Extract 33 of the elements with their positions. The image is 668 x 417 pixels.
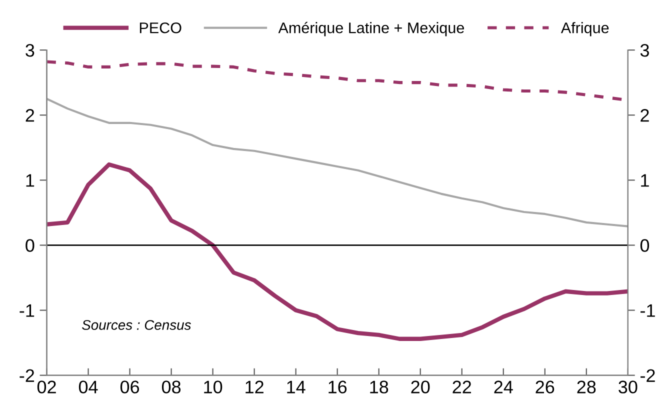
x-tick-label: 26 xyxy=(536,380,554,394)
legend-label: PECO xyxy=(140,22,182,34)
legend-label: Amérique Latine + Mexique xyxy=(278,22,464,36)
y2-tick-label: 0 xyxy=(640,239,650,252)
x-tick-label: 14 xyxy=(287,380,306,394)
y2-tick-label: 1 xyxy=(641,174,649,187)
x-tick-label: 12 xyxy=(246,380,264,394)
y-tick-label: 1 xyxy=(26,174,34,187)
x-tick-label: 02 xyxy=(37,380,56,394)
y-tick-label: 0 xyxy=(26,239,34,252)
y-tick-label: -1 xyxy=(20,304,34,317)
y-tick-label: 3 xyxy=(26,44,34,57)
y2-tick-label: -2 xyxy=(640,369,655,382)
x-tick-label: 30 xyxy=(618,380,638,394)
y-tick-label: 2 xyxy=(26,109,34,122)
x-tick-label: 06 xyxy=(120,380,140,394)
y-tick-label: -2 xyxy=(20,369,34,382)
line-series xyxy=(46,98,628,228)
y2-tick-label: -1 xyxy=(640,304,655,317)
x-tick-label: 04 xyxy=(78,380,98,394)
legend-label: Afrique xyxy=(560,22,609,36)
x-tick-label: 08 xyxy=(162,380,181,394)
y2-tick-label: 3 xyxy=(640,44,649,57)
x-tick-label: 16 xyxy=(328,380,347,394)
x-tick-label: 10 xyxy=(204,380,222,394)
x-tick-label: 28 xyxy=(577,380,596,394)
x-tick-label: 22 xyxy=(452,380,472,394)
x-tick-label: 20 xyxy=(411,380,430,394)
x-tick-label: 24 xyxy=(494,380,513,394)
x-tick-label: 18 xyxy=(370,380,388,394)
y2-tick-label: 2 xyxy=(640,109,649,122)
annotation: Sources : Census xyxy=(82,320,191,330)
line-series xyxy=(46,162,628,341)
